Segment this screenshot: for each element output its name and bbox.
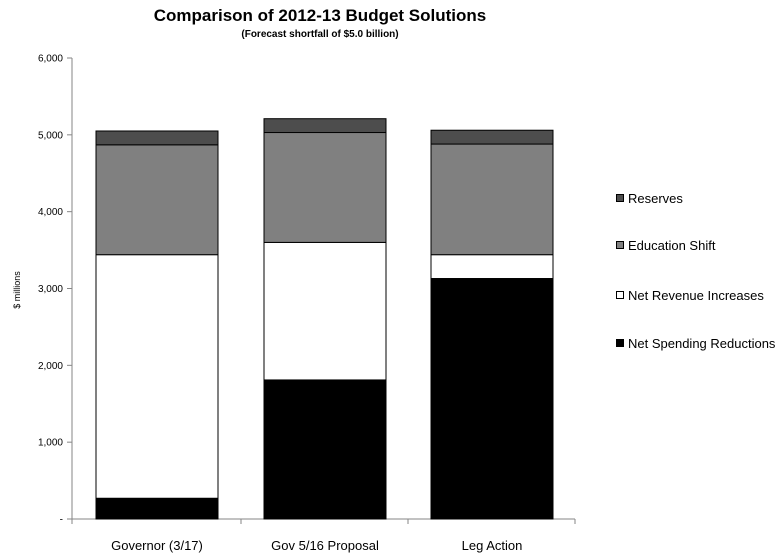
bar-segment-net-revenue-increases bbox=[95, 254, 219, 499]
bar-segment-reserves bbox=[263, 118, 387, 134]
y-tick-label: 3,000 bbox=[38, 284, 63, 295]
bar-segment-net-revenue-increases bbox=[263, 241, 387, 381]
legend-swatch-net-spending-reductions bbox=[616, 339, 624, 347]
bar-segment-reserves bbox=[95, 130, 219, 146]
bar-segment-net-revenue-increases bbox=[430, 254, 554, 280]
y-tick-label: 6,000 bbox=[38, 54, 63, 65]
chart-subtitle: (Forecast shortfall of $5.0 billion) bbox=[241, 29, 399, 40]
y-tick-label: 5,000 bbox=[38, 130, 63, 141]
legend-item-education-shift: Education Shift bbox=[616, 237, 778, 254]
legend-swatch-net-revenue-increases bbox=[616, 291, 624, 299]
x-tick-label: Governor (3/17) bbox=[111, 538, 203, 553]
legend-label-net-spending-reductions: Net Spending Reductions bbox=[628, 336, 776, 351]
legend-label-net-revenue-increases: Net Revenue Increases bbox=[628, 288, 764, 303]
legend-swatch-reserves bbox=[616, 194, 624, 202]
bar-segment-net-spending-reductions bbox=[263, 379, 387, 520]
bar-segment-net-spending-reductions bbox=[95, 497, 219, 520]
x-tick-label: Gov 5/16 Proposal bbox=[271, 538, 379, 553]
chart-title: Comparison of 2012-13 Budget Solutions bbox=[153, 6, 487, 25]
bar-segment-education-shift bbox=[95, 144, 219, 256]
bar-segment-education-shift bbox=[430, 143, 554, 256]
legend-item-net-spending-reductions: Net Spending Reductions bbox=[616, 335, 778, 352]
y-tick-label: 4,000 bbox=[38, 207, 63, 218]
bar-segment-reserves bbox=[430, 129, 554, 145]
y-tick-label: 1,000 bbox=[38, 438, 63, 449]
bar-segment-education-shift bbox=[263, 132, 387, 243]
y-tick-label: 2,000 bbox=[38, 361, 63, 372]
x-tick-label: Leg Action bbox=[462, 538, 523, 553]
legend-label-reserves: Reserves bbox=[628, 191, 683, 206]
legend-item-net-revenue-increases: Net Revenue Increases bbox=[616, 287, 778, 304]
bar-segment-net-spending-reductions bbox=[430, 278, 554, 520]
legend-item-reserves: Reserves bbox=[616, 190, 778, 207]
legend-swatch-education-shift bbox=[616, 241, 624, 249]
legend-label-education-shift: Education Shift bbox=[628, 238, 716, 253]
y-tick-label: - bbox=[60, 515, 63, 526]
